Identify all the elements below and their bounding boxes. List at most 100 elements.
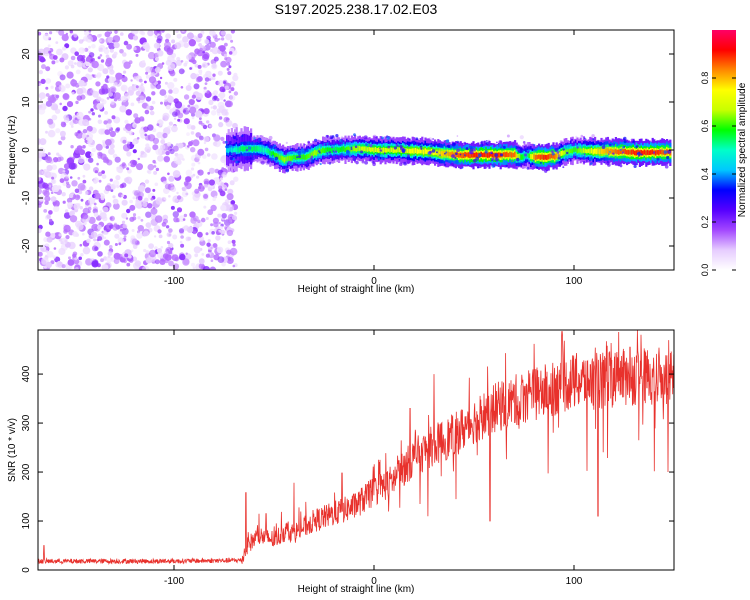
noise-speckle	[86, 130, 90, 134]
noise-speckle	[91, 44, 96, 49]
ridge-halo	[289, 145, 292, 148]
noise-speckle	[170, 182, 174, 186]
y-tick-label: 10	[21, 96, 32, 108]
noise-speckle	[68, 211, 74, 216]
noise-speckle	[99, 54, 103, 57]
noise-speckle	[130, 249, 134, 253]
noise-speckle	[202, 50, 205, 54]
noise-speckle	[141, 265, 150, 270]
snr-series-line	[38, 330, 674, 566]
noise-speckle	[133, 190, 141, 197]
noise-speckle	[185, 85, 192, 91]
noise-speckle	[168, 195, 171, 198]
noise-speckle	[230, 39, 234, 43]
noise-speckle	[203, 108, 210, 115]
noise-speckle	[222, 140, 226, 144]
ridge-cell	[251, 146, 254, 152]
noise-speckle	[225, 33, 233, 41]
noise-speckle	[116, 185, 120, 189]
ridge-halo	[621, 151, 625, 154]
noise-speckle	[203, 141, 207, 145]
noise-speckle	[136, 163, 143, 171]
ridge-cell	[374, 146, 377, 152]
noise-speckle	[197, 148, 205, 156]
noise-speckle	[171, 125, 178, 133]
ridge-halo	[355, 160, 359, 165]
noise-speckle	[203, 193, 209, 199]
ridge-cell	[362, 146, 365, 152]
noise-speckle	[122, 223, 128, 229]
ridge-cell	[416, 148, 419, 154]
ridge-halo	[415, 137, 419, 140]
ridge-halo	[652, 151, 656, 154]
ridge-cell	[301, 154, 304, 160]
noise-speckle	[94, 74, 98, 78]
noise-speckle	[76, 54, 84, 62]
noise-speckle	[72, 231, 78, 237]
noise-speckle	[120, 32, 124, 36]
noise-speckle	[75, 100, 79, 105]
noise-speckle	[221, 167, 225, 170]
noise-speckle	[60, 237, 68, 245]
y-tick-label: 0	[21, 567, 32, 573]
noise-speckle	[87, 210, 91, 214]
ridge-cell	[390, 147, 393, 153]
noise-speckle	[119, 105, 127, 113]
y-tick-label: 300	[21, 414, 32, 431]
noise-speckle	[165, 33, 171, 39]
noise-speckle	[182, 36, 189, 43]
noise-speckle	[101, 170, 105, 175]
noise-speckle	[194, 253, 199, 258]
colorbar-ticks: 0.0 0.2 0.4 0.6 0.8	[700, 72, 736, 276]
ridge-cell	[486, 152, 489, 158]
noise-speckle	[199, 117, 202, 120]
noise-speckle	[185, 252, 188, 255]
ridge-cell	[488, 152, 491, 158]
ridge-halo	[375, 136, 379, 139]
ridge-halo	[432, 138, 434, 140]
ridge-cell	[542, 154, 545, 160]
ridge-halo	[387, 145, 391, 149]
noise-speckle	[79, 149, 86, 156]
noise-speckle	[198, 186, 202, 190]
ridge-cell	[530, 153, 533, 160]
noise-speckle	[66, 157, 75, 165]
ridge-cell	[472, 152, 475, 158]
noise-speckle	[204, 82, 208, 85]
noise-speckle	[124, 119, 129, 124]
ridge-halo	[526, 150, 530, 154]
noise-speckle	[96, 96, 102, 102]
noise-speckle	[145, 211, 152, 218]
noise-speckle	[62, 181, 68, 187]
ridge-cell	[314, 150, 317, 156]
ridge-halo	[495, 157, 498, 159]
ridge-halo	[606, 161, 610, 164]
noise-speckle	[65, 235, 70, 240]
ridge-cell	[536, 154, 539, 160]
noise-speckle	[88, 216, 96, 224]
noise-speckle	[145, 250, 150, 254]
ridge-halo	[266, 160, 270, 164]
ridge-cell	[328, 147, 331, 153]
noise-speckle	[88, 110, 91, 114]
ridge-cell	[258, 146, 261, 152]
noise-speckle	[191, 94, 196, 99]
noise-speckle	[39, 98, 43, 102]
ridge-cell	[541, 154, 544, 160]
ridge-cell	[346, 146, 349, 151]
noise-speckle	[105, 145, 110, 149]
noise-speckle	[137, 225, 144, 232]
ridge-halo	[241, 138, 244, 141]
noise-speckle	[45, 250, 49, 253]
ridge-cell	[245, 146, 248, 151]
noise-speckle	[91, 260, 99, 268]
noise-speckle	[85, 35, 93, 43]
ridge-cell	[624, 148, 627, 155]
noise-speckle	[207, 186, 213, 192]
noise-speckle	[132, 149, 137, 154]
ridge-cell	[272, 151, 275, 156]
noise-speckle	[223, 81, 227, 84]
noise-speckle	[202, 154, 207, 159]
ridge-halo	[290, 148, 292, 151]
noise-speckle	[139, 30, 144, 35]
